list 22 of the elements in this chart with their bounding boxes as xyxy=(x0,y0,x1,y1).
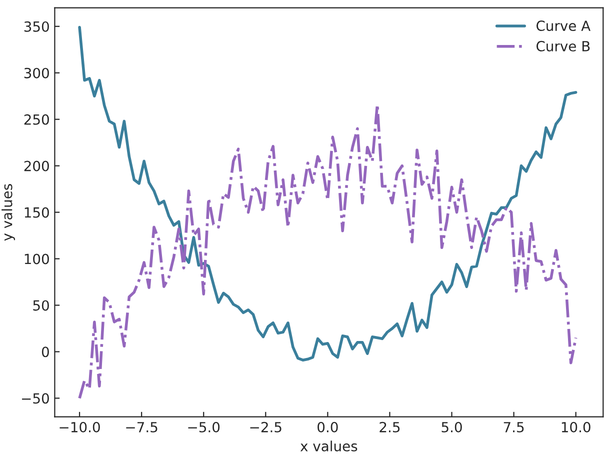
x-tick-label: 2.5 xyxy=(380,422,400,432)
x-tick-label: −5.0 xyxy=(188,422,220,432)
x-tick-label: −2.5 xyxy=(250,422,282,432)
y-tick-label: 200 xyxy=(24,160,49,172)
x-tick-label: 5.0 xyxy=(442,422,462,432)
x-tick-label: 10.0 xyxy=(562,422,590,432)
y-tick-label: 150 xyxy=(24,207,49,218)
y-tick-label: 250 xyxy=(24,114,49,125)
x-tick-label: 0.0 xyxy=(318,422,338,432)
y-tick-label: 350 xyxy=(24,21,49,32)
y-tick-label: 50 xyxy=(33,300,49,311)
y-tick-label: −50 xyxy=(22,393,49,404)
x-tick-label: 7.5 xyxy=(504,422,524,432)
x-tick-label: −7.5 xyxy=(126,422,158,432)
x-axis-title: x values xyxy=(300,440,358,452)
x-tick-label: −10.0 xyxy=(60,422,100,432)
y-tick-label: 300 xyxy=(24,68,49,78)
y-tick-label: 100 xyxy=(24,254,49,264)
legend-label: Curve A xyxy=(536,20,590,32)
legend-label: Curve B xyxy=(536,40,590,52)
y-axis-title: y values xyxy=(2,184,15,241)
y-tick-label: 0 xyxy=(42,346,49,358)
